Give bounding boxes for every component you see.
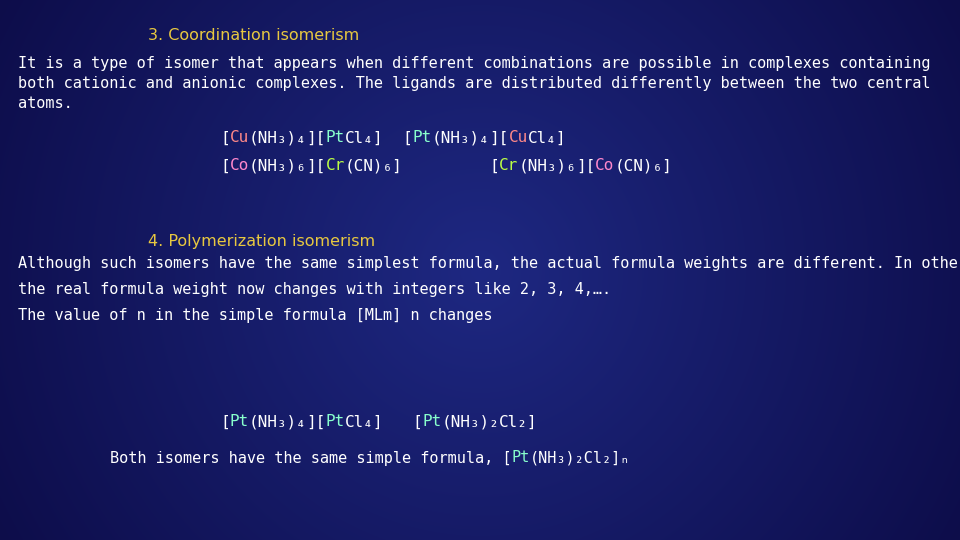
Text: It is a type of isomer that appears when different combinations are possible in : It is a type of isomer that appears when… xyxy=(18,56,930,71)
Text: [: [ xyxy=(220,131,229,145)
Text: ][: ][ xyxy=(576,159,595,173)
Text: ][: ][ xyxy=(306,159,325,173)
Text: the real formula weight now changes with integers like 2, 3, 4,….: the real formula weight now changes with… xyxy=(18,282,612,297)
Text: ][: ][ xyxy=(306,131,325,145)
Text: Pt: Pt xyxy=(413,131,432,145)
Text: Although such isomers have the same simplest formula, the actual formula weights: Although such isomers have the same simp… xyxy=(18,256,960,271)
Text: Pt: Pt xyxy=(229,415,249,429)
Text: Cr: Cr xyxy=(325,159,346,173)
Text: (NH₃)₆: (NH₃)₆ xyxy=(518,159,576,173)
Text: (CN)₆]: (CN)₆] xyxy=(346,159,403,173)
Text: Cl₄]: Cl₄] xyxy=(346,131,384,145)
Text: (NH₃)₂Cl₂]ₙ: (NH₃)₂Cl₂]ₙ xyxy=(530,450,630,465)
Text: [: [ xyxy=(490,159,499,173)
Text: [: [ xyxy=(403,131,413,145)
Text: Co: Co xyxy=(229,159,249,173)
Text: Both isomers have the same simple formula, [: Both isomers have the same simple formul… xyxy=(110,450,512,465)
Text: Pt: Pt xyxy=(422,415,442,429)
Text: [: [ xyxy=(220,159,229,173)
Text: Cu: Cu xyxy=(509,131,528,145)
Text: (NH₃)₄: (NH₃)₄ xyxy=(432,131,490,145)
Text: (NH₃)₆: (NH₃)₆ xyxy=(249,159,306,173)
Text: The value of n in the simple formula [MLm] n changes: The value of n in the simple formula [ML… xyxy=(18,308,492,323)
Text: Co: Co xyxy=(595,159,614,173)
Text: Cr: Cr xyxy=(499,159,518,173)
Text: Pt: Pt xyxy=(325,131,346,145)
Text: [: [ xyxy=(220,415,229,429)
Text: Cl₄]: Cl₄] xyxy=(528,131,566,145)
Text: Cl₄]: Cl₄] xyxy=(346,415,384,429)
Text: 3. Coordination isomerism: 3. Coordination isomerism xyxy=(148,28,359,43)
Text: Cl₂]: Cl₂] xyxy=(499,415,538,429)
Text: (CN)₆]: (CN)₆] xyxy=(614,159,672,173)
Text: Pt: Pt xyxy=(325,415,346,429)
Text: both cationic and anionic complexes. The ligands are distributed differently bet: both cationic and anionic complexes. The… xyxy=(18,76,930,91)
Text: ][: ][ xyxy=(306,415,325,429)
Text: atoms.: atoms. xyxy=(18,96,73,111)
Text: 4. Polymerization isomerism: 4. Polymerization isomerism xyxy=(148,234,375,249)
Text: (NH₃)₄: (NH₃)₄ xyxy=(249,415,306,429)
Text: (NH₃)₂: (NH₃)₂ xyxy=(442,415,499,429)
Text: ][: ][ xyxy=(490,131,509,145)
Text: Pt: Pt xyxy=(512,450,530,465)
Text: (NH₃)₄: (NH₃)₄ xyxy=(249,131,306,145)
Text: Cu: Cu xyxy=(229,131,249,145)
Text: [: [ xyxy=(413,415,422,429)
